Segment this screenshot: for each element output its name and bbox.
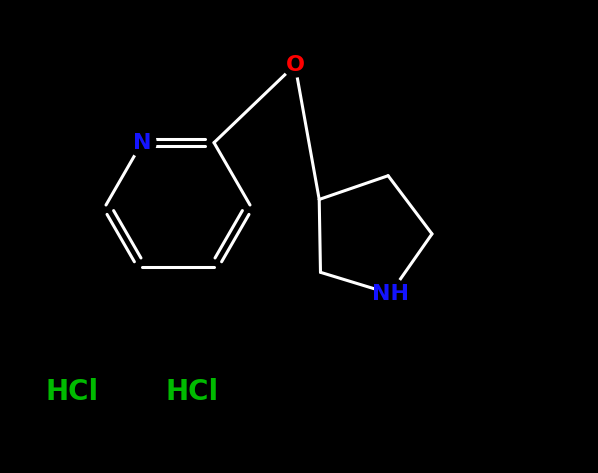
Text: O: O	[285, 55, 304, 75]
Text: NH: NH	[372, 284, 408, 304]
Circle shape	[128, 129, 156, 157]
Text: HCl: HCl	[45, 378, 99, 406]
Circle shape	[374, 278, 406, 310]
Text: N: N	[133, 132, 151, 153]
Text: HCl: HCl	[166, 378, 218, 406]
Circle shape	[283, 53, 307, 77]
